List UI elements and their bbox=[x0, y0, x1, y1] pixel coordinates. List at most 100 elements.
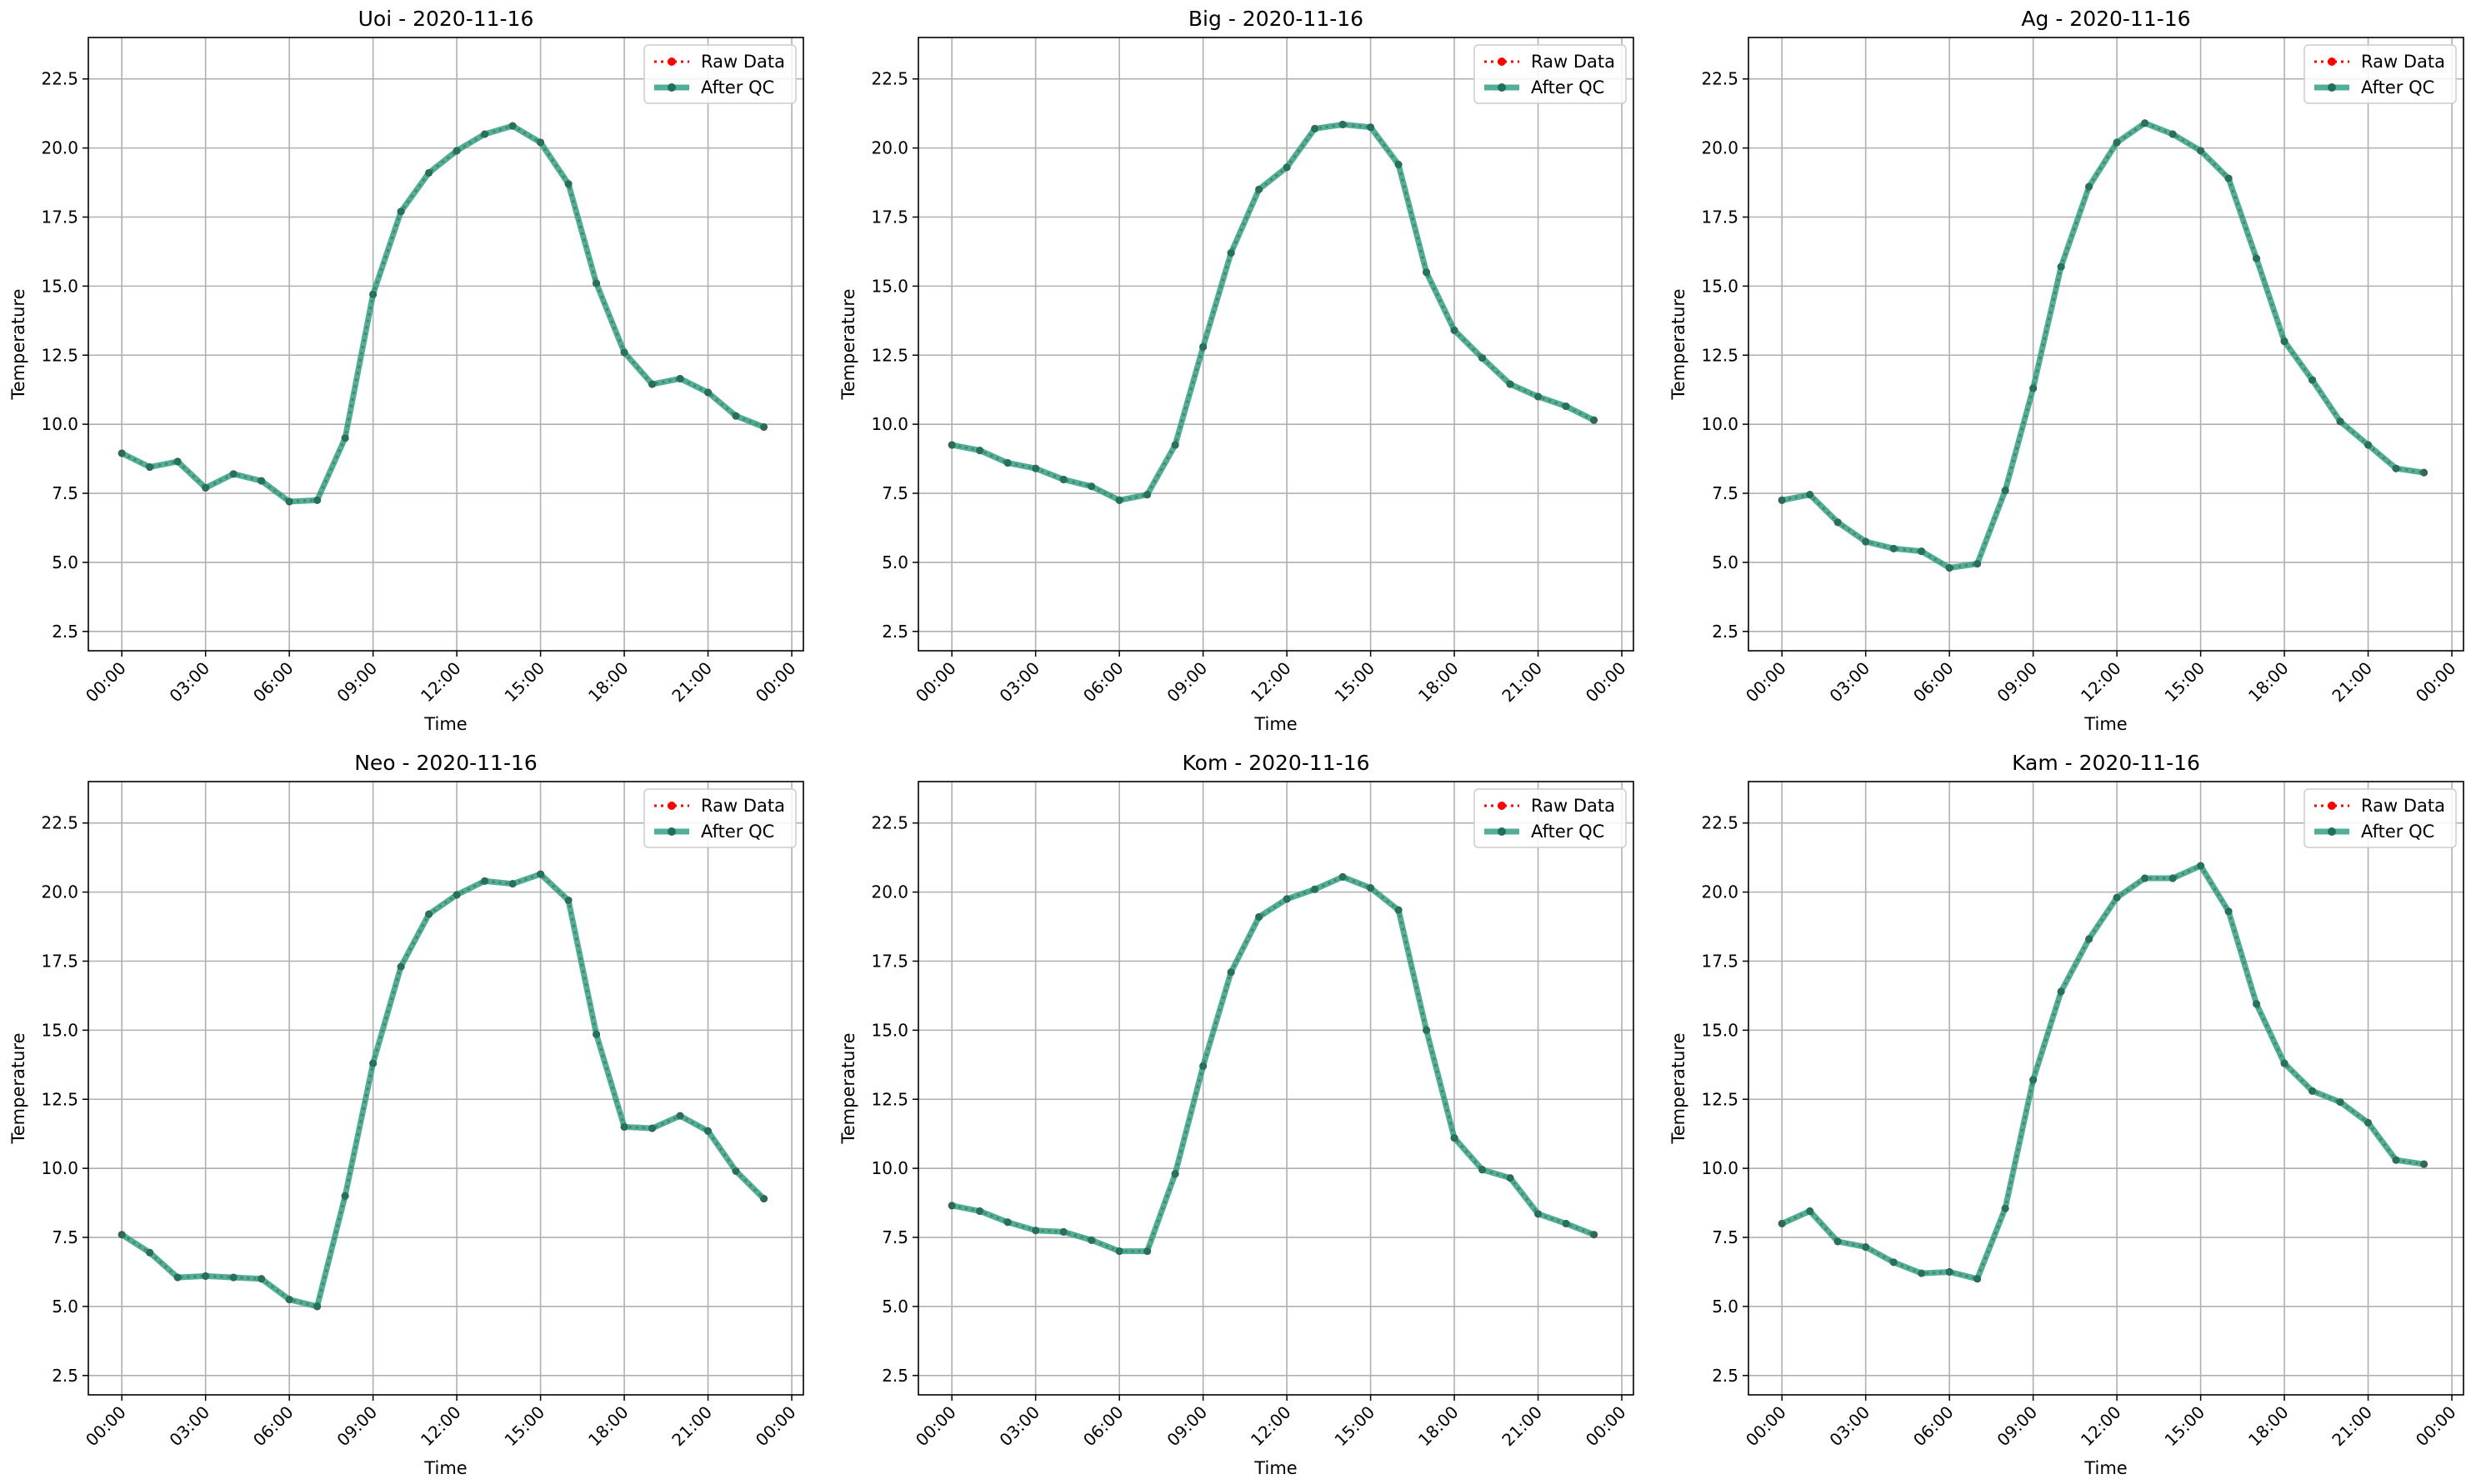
after-qc-point bbox=[948, 1202, 956, 1210]
y-tick-label: 2.5 bbox=[52, 1366, 78, 1386]
after-qc-point bbox=[732, 1167, 740, 1175]
after-qc-point bbox=[146, 463, 154, 472]
after-qc-point bbox=[202, 1272, 210, 1280]
x-tick-label: 18:00 bbox=[584, 1402, 633, 1451]
after-qc-point bbox=[1478, 354, 1487, 362]
after-qc-point bbox=[1227, 968, 1235, 977]
y-tick-label: 7.5 bbox=[882, 1227, 908, 1247]
series-after-qc bbox=[948, 872, 1598, 1256]
x-tick-label: 18:00 bbox=[584, 658, 633, 707]
after-qc-point bbox=[1059, 475, 1068, 483]
after-qc-point bbox=[1778, 496, 1786, 504]
y-tick-label: 17.5 bbox=[871, 207, 908, 227]
legend-after-qc-marker bbox=[1498, 827, 1506, 836]
x-axis-label: Time bbox=[423, 1458, 467, 1478]
y-tick-label: 17.5 bbox=[41, 207, 78, 227]
after-qc-point bbox=[1227, 249, 1235, 257]
y-tick-label: 22.5 bbox=[41, 813, 78, 833]
after-qc-point bbox=[1115, 1247, 1123, 1256]
after-qc-point bbox=[118, 449, 126, 457]
y-axis-label: Temperature bbox=[8, 1032, 28, 1144]
x-tick-label: 12:00 bbox=[1247, 1402, 1295, 1451]
y-tick-label: 20.0 bbox=[1701, 882, 1738, 902]
after-qc-point bbox=[1255, 185, 1263, 193]
after-qc-point bbox=[425, 910, 433, 918]
y-tick-label: 15.0 bbox=[41, 1020, 78, 1040]
after-qc-point bbox=[1088, 482, 1096, 491]
after-qc-point bbox=[2280, 337, 2288, 346]
x-tick-label: 21:00 bbox=[1498, 1402, 1546, 1451]
after-qc-point bbox=[760, 422, 768, 431]
after-qc-point bbox=[1590, 416, 1598, 424]
after-qc-point bbox=[537, 138, 545, 147]
after-qc-point bbox=[648, 1124, 657, 1132]
after-qc-point bbox=[1862, 1243, 1870, 1252]
legend: Raw Data After QC bbox=[2303, 788, 2457, 848]
x-axis-label: Time bbox=[1253, 714, 1297, 734]
y-tick-label: 5.0 bbox=[1712, 552, 1738, 572]
after-qc-point bbox=[1255, 912, 1263, 921]
y-tick-label: 5.0 bbox=[882, 552, 908, 572]
after-qc-line bbox=[120, 122, 765, 505]
x-tick-label: 06:00 bbox=[249, 658, 298, 707]
series-after-qc bbox=[948, 120, 1598, 504]
after-qc-point bbox=[1806, 1207, 1814, 1216]
x-tick-label: 21:00 bbox=[2328, 1402, 2376, 1451]
after-qc-point bbox=[1506, 1174, 1514, 1182]
grid bbox=[1748, 37, 2463, 651]
after-qc-point bbox=[1367, 884, 1375, 892]
x-tick-label: 09:00 bbox=[333, 1402, 381, 1451]
legend: Raw Data After QC bbox=[1473, 44, 1627, 104]
after-qc-point bbox=[676, 374, 684, 382]
x-tick-label: 00:00 bbox=[1582, 658, 1630, 707]
after-qc-point bbox=[1973, 560, 1982, 568]
x-axis-label: Time bbox=[2083, 1458, 2127, 1478]
x-tick-label: 06:00 bbox=[1909, 658, 1958, 707]
after-qc-point bbox=[1889, 1258, 1898, 1267]
subplot-6: 00:00 03:00 06:00 09:00 12:00 15:00 18:00 21:00… bbox=[1668, 751, 2464, 1478]
after-qc-point bbox=[146, 1248, 154, 1257]
after-qc-point bbox=[1889, 544, 1898, 552]
x-tick-label: 12:00 bbox=[2077, 658, 2125, 707]
y-tick-label: 5.0 bbox=[882, 1297, 908, 1317]
after-qc-point bbox=[1171, 1170, 1179, 1178]
after-qc-point bbox=[1394, 161, 1403, 169]
plot-area bbox=[1748, 37, 2463, 651]
after-qc-point bbox=[1423, 1026, 1431, 1034]
x-tick-label: 21:00 bbox=[2328, 658, 2376, 707]
x-tick-label: 00:00 bbox=[1742, 658, 1790, 707]
after-qc-point bbox=[285, 1296, 293, 1304]
x-tick-label: 18:00 bbox=[2244, 1402, 2293, 1451]
x-axis-label: Time bbox=[1253, 1458, 1297, 1478]
subplot-1: 00:00 03:00 06:00 09:00 12:00 15:00 18:00 21:00… bbox=[8, 7, 804, 734]
y-tick-label: 15.0 bbox=[1701, 1020, 1738, 1040]
after-qc-point bbox=[2001, 1204, 2009, 1212]
after-qc-point bbox=[2336, 1098, 2344, 1107]
y-tick-label: 12.5 bbox=[1701, 1089, 1738, 1109]
x-tick-label: 09:00 bbox=[333, 658, 381, 707]
y-tick-label: 10.0 bbox=[41, 1158, 78, 1178]
after-qc-point bbox=[2364, 1118, 2373, 1127]
after-qc-point bbox=[1338, 120, 1347, 128]
after-qc-point bbox=[732, 412, 740, 420]
after-qc-point bbox=[2364, 441, 2373, 449]
after-qc-point bbox=[2029, 1076, 2038, 1084]
after-qc-point bbox=[258, 477, 266, 485]
y-tick-label: 12.5 bbox=[871, 345, 908, 365]
y-tick-label: 20.0 bbox=[871, 882, 908, 902]
after-qc-point bbox=[593, 1030, 601, 1038]
legend-raw-marker bbox=[1498, 802, 1506, 810]
y-tick-label: 15.0 bbox=[871, 276, 908, 296]
plot-area bbox=[918, 782, 1633, 1395]
after-qc-point bbox=[341, 434, 349, 442]
axes-frame bbox=[1748, 37, 2464, 652]
after-qc-point bbox=[2224, 174, 2233, 182]
after-qc-point bbox=[2253, 254, 2261, 262]
x-tick-label: 00:00 bbox=[912, 1402, 960, 1451]
legend-label-raw-data: Raw Data bbox=[701, 796, 785, 816]
after-qc-point bbox=[1059, 1227, 1068, 1236]
after-qc-point bbox=[1003, 1218, 1012, 1227]
axes-frame bbox=[918, 781, 1634, 1396]
series-after-qc bbox=[1778, 119, 2428, 572]
x-tick-label: 03:00 bbox=[165, 1402, 213, 1451]
